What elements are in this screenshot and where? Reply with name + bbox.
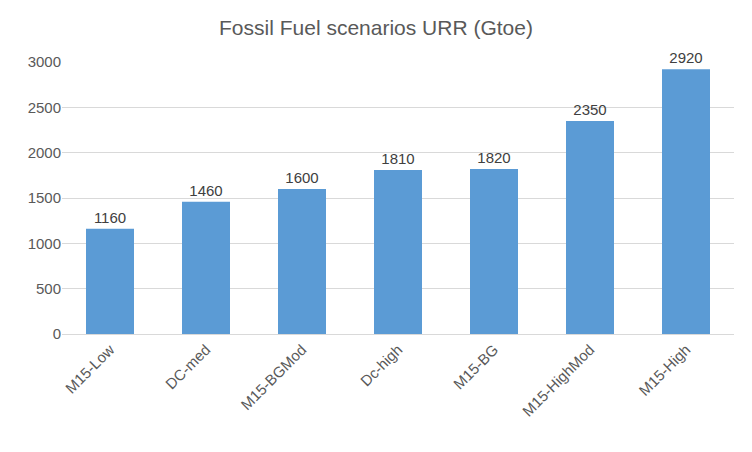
svg-text:2000: 2000 <box>28 144 61 161</box>
svg-text:1820: 1820 <box>477 149 510 166</box>
svg-text:M15-HighMod: M15-HighMod <box>519 341 598 420</box>
svg-text:1810: 1810 <box>381 150 414 167</box>
svg-text:500: 500 <box>36 280 61 297</box>
svg-text:Fossil Fuel scenarios URR (Gto: Fossil Fuel scenarios URR (Gtoe) <box>219 16 533 39</box>
svg-text:DC-med: DC-med <box>162 341 214 393</box>
svg-text:0: 0 <box>53 325 61 342</box>
svg-text:3000: 3000 <box>28 53 61 70</box>
svg-text:Dc-high: Dc-high <box>357 341 406 390</box>
svg-text:M15-High: M15-High <box>635 341 693 399</box>
svg-text:1500: 1500 <box>28 189 61 206</box>
svg-text:2920: 2920 <box>669 49 702 66</box>
svg-text:M15-Low: M15-Low <box>62 341 118 397</box>
svg-text:1000: 1000 <box>28 235 61 252</box>
svg-text:1160: 1160 <box>94 209 126 226</box>
svg-text:1600: 1600 <box>285 169 318 186</box>
svg-text:M15-BGMod: M15-BGMod <box>237 341 309 413</box>
svg-text:1460: 1460 <box>189 182 222 199</box>
svg-text:2500: 2500 <box>28 99 61 116</box>
svg-text:M15-BG: M15-BG <box>450 341 502 393</box>
svg-text:2350: 2350 <box>573 101 606 118</box>
